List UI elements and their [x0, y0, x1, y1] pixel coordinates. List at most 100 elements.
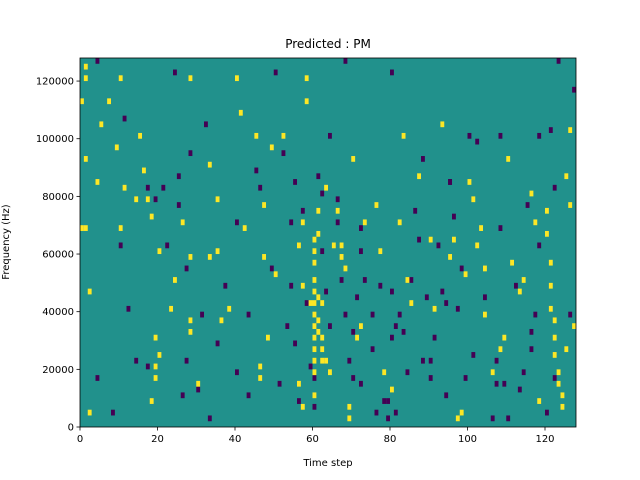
heatmap-cell-high	[173, 277, 177, 283]
heatmap-cell-low	[417, 236, 422, 243]
heatmap-cell-low	[471, 352, 476, 358]
heatmap-cell-low	[475, 138, 480, 145]
heatmap-cell-high	[316, 328, 321, 335]
heatmap-cell-high	[316, 207, 321, 214]
heatmap-cell-high	[533, 219, 538, 226]
x-tick-label: 40	[229, 434, 242, 445]
heatmap-cell-low	[339, 277, 344, 283]
heatmap-cell-high	[215, 248, 220, 255]
heatmap-cell-high	[432, 305, 437, 312]
heatmap-cell-high	[83, 75, 88, 82]
heatmap-cell-low	[343, 311, 348, 318]
heatmap-cell-high	[339, 242, 344, 249]
heatmap-cell-low	[300, 207, 305, 214]
heatmap-cell-high	[552, 317, 557, 324]
heatmap-cell-high	[207, 161, 212, 168]
heatmap-cell-low	[200, 311, 205, 318]
heatmap-cell-low	[173, 69, 177, 76]
heatmap-cell-low	[312, 375, 317, 381]
heatmap-cell-low	[134, 357, 139, 364]
heatmap-cell-high	[467, 179, 472, 185]
heatmap-cell-high	[347, 415, 352, 422]
heatmap-cell-low	[289, 219, 294, 226]
heatmap-cell-high	[548, 305, 553, 312]
heatmap-cell-high	[378, 248, 383, 255]
heatmap-cell-low	[304, 300, 309, 306]
y-axis-title: Frequency (Hz)	[1, 204, 12, 280]
heatmap-cell-high	[506, 156, 511, 162]
heatmap-cell-high	[83, 63, 88, 70]
heatmap-cell-low	[556, 58, 561, 64]
heatmap-cell-high	[312, 311, 317, 318]
heatmap-cell-high	[300, 403, 305, 410]
heatmap-cell-low	[452, 213, 456, 220]
heatmap-cell-high	[556, 369, 561, 376]
heatmap-cell-high	[312, 369, 317, 376]
plot-frame	[79, 57, 577, 428]
heatmap-cell-high	[545, 230, 549, 237]
heatmap-cell-high	[188, 328, 193, 335]
heatmap-cell-low	[95, 58, 100, 64]
heatmap-cell-high	[475, 242, 480, 249]
heatmap-cell-high	[312, 259, 317, 266]
heatmap-cell-low	[370, 346, 375, 353]
heatmap-cell-high	[281, 132, 286, 139]
heatmap-cell-low	[459, 265, 464, 272]
heatmap-cell-high	[308, 300, 313, 306]
heatmap-cell-low	[153, 196, 158, 203]
heatmap-cell-high	[405, 277, 410, 283]
heatmap-cell-high	[169, 305, 174, 312]
heatmap-cell-high	[262, 202, 267, 208]
heatmap-cell-high	[149, 213, 154, 220]
heatmap-cell-low	[359, 248, 363, 255]
heatmap-cell-high	[157, 352, 162, 358]
heatmap-cell-low	[215, 340, 220, 347]
heatmap-cell-low	[409, 277, 414, 283]
heatmap-cell-high	[452, 236, 456, 243]
heatmap-cell-low	[529, 346, 534, 353]
heatmap-cell-high	[157, 248, 162, 255]
heatmap-cell-high	[316, 294, 321, 301]
heatmap-cell-low	[568, 311, 573, 318]
heatmap-cell-high	[258, 375, 263, 381]
heatmap-cell-high	[196, 380, 201, 387]
heatmap-cell-low	[424, 294, 429, 301]
heatmap-cell-low	[293, 179, 298, 185]
heatmap-cell-high	[320, 334, 325, 341]
heatmap-cell-low	[421, 357, 425, 364]
heatmap-cells	[80, 58, 577, 422]
heatmap-cell-high	[328, 369, 332, 376]
heatmap-cell-low	[436, 242, 441, 249]
heatmap-cell-low	[289, 282, 294, 289]
heatmap-cell-high	[114, 144, 119, 151]
heatmap-cell-low	[355, 294, 360, 301]
heatmap-cell-high	[556, 380, 561, 387]
heatmap-cell-high	[153, 363, 158, 370]
heatmap-cell-low	[432, 334, 437, 341]
x-axis: 0 20 40 60 80 100 120	[77, 427, 555, 445]
heatmap-cell-high	[312, 334, 317, 341]
heatmap-cell-low	[514, 282, 518, 289]
heatmap-cell-low	[483, 294, 487, 301]
heatmap-cell-low	[126, 305, 131, 312]
heatmap-cell-high	[312, 323, 317, 329]
heatmap-cell-low	[548, 127, 553, 133]
heatmap-background	[80, 58, 576, 427]
heatmap-cell-low	[308, 363, 313, 370]
heatmap-cell-low	[347, 357, 352, 364]
heatmap-cell-high	[324, 184, 329, 191]
y-tick-label: 120000	[36, 77, 74, 88]
heatmap-cell-low	[351, 375, 356, 381]
heatmap-cell-high	[266, 334, 270, 341]
heatmap-cell-low	[390, 334, 394, 341]
heatmap-cell-high	[219, 317, 224, 324]
heatmap-cell-low	[320, 190, 325, 197]
heatmap-cell-high	[502, 334, 507, 341]
heatmap-cell-high	[390, 386, 394, 393]
heatmap-cell-low	[184, 265, 189, 272]
heatmap-cell-low	[529, 328, 534, 335]
heatmap-cell-high	[560, 403, 565, 410]
x-tick-label: 100	[458, 434, 477, 445]
heatmap-cell-low	[176, 202, 181, 208]
